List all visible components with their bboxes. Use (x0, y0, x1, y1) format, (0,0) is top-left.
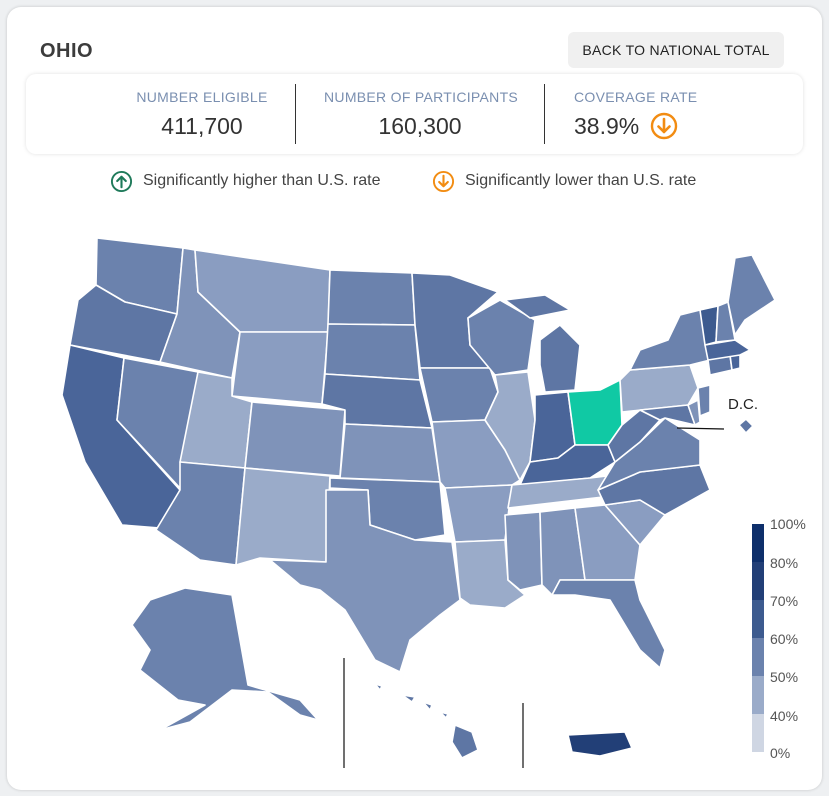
divider (295, 84, 296, 144)
arrow-down-circle-icon (432, 170, 455, 192)
stat-eligible: NUMBER ELIGIBLE 411,700 (116, 74, 288, 154)
state-dc[interactable] (738, 418, 754, 434)
state-illinois[interactable] (484, 371, 536, 481)
state-south-dakota[interactable] (324, 323, 421, 381)
scale-bin-70-80 (752, 562, 764, 600)
state-mississippi[interactable] (504, 511, 543, 591)
scale-tick-label: 40% (770, 708, 799, 724)
legend-lower-label: Significantly lower than U.S. rate (465, 172, 697, 189)
state-georgia[interactable] (574, 504, 641, 581)
state-iowa[interactable] (419, 367, 499, 423)
scale-tick-label: 100% (770, 516, 806, 532)
legend-higher-label: Significantly higher than U.S. rate (143, 172, 381, 189)
state-hawaii[interactable] (374, 683, 479, 759)
state-alaska[interactable] (131, 587, 319, 731)
state-kansas[interactable] (339, 423, 441, 483)
scale-tick-label: 70% (770, 593, 799, 609)
stats-panel: NUMBER ELIGIBLE 411,700 NUMBER OF PARTIC… (26, 74, 803, 154)
state-maine[interactable] (727, 254, 776, 336)
state-new-hampshire[interactable] (715, 301, 736, 343)
state-wisconsin[interactable] (467, 299, 536, 376)
scale-bin-50-60 (752, 638, 764, 676)
state-maryland[interactable] (639, 404, 696, 426)
coverage-label: COVERAGE RATE (574, 89, 698, 105)
state-north-dakota[interactable] (327, 269, 416, 326)
scale-tick-label: 50% (770, 669, 799, 685)
scale-bin-60-70 (752, 600, 764, 638)
dc-label: D.C. (728, 396, 758, 413)
state-texas[interactable] (269, 489, 461, 673)
state-new-jersey[interactable] (697, 384, 711, 417)
state-rhode-island[interactable] (729, 354, 741, 371)
state-delaware[interactable] (687, 399, 701, 426)
state-new-mexico[interactable] (235, 467, 331, 566)
eligible-value: 411,700 (161, 113, 243, 139)
scale-bin-40-50 (752, 676, 764, 714)
state-louisiana[interactable] (454, 539, 526, 609)
state-arkansas[interactable] (444, 484, 513, 543)
back-to-national-button[interactable]: BACK TO NATIONAL TOTAL (568, 32, 784, 68)
state-florida[interactable] (551, 579, 666, 669)
scale-bin-80-100 (752, 524, 764, 562)
scale-tick-label: 80% (770, 555, 799, 571)
legend-higher: Significantly higher than U.S. rate (110, 168, 380, 194)
dc-leader-line (676, 427, 725, 430)
participants-label: NUMBER OF PARTICIPANTS (324, 89, 519, 105)
coverage-value: 38.9% (574, 113, 640, 139)
arrow-up-circle-icon (110, 170, 133, 192)
coverage-value-row: 38.9% (574, 112, 734, 140)
participants-value: 160,300 (378, 113, 462, 139)
state-puerto-rico[interactable] (567, 731, 633, 757)
state-title: OHIO (40, 40, 94, 62)
state-wyoming[interactable] (231, 331, 329, 405)
divider (544, 84, 545, 144)
arrow-down-circle-icon (650, 112, 677, 140)
color-scale-bar (752, 524, 764, 752)
legend-lower: Significantly lower than U.S. rate (432, 168, 696, 194)
state-colorado[interactable] (244, 401, 346, 477)
state-michigan[interactable] (504, 294, 581, 393)
state-new-york[interactable] (629, 309, 711, 371)
scale-bin-0-40 (752, 714, 764, 752)
stat-participants: NUMBER OF PARTICIPANTS 160,300 (324, 74, 519, 154)
eligible-label: NUMBER ELIGIBLE (136, 89, 268, 105)
stat-coverage: COVERAGE RATE 38.9% (574, 74, 734, 154)
scale-tick-label: 60% (770, 631, 799, 647)
scale-tick-label: 0% (770, 745, 791, 761)
